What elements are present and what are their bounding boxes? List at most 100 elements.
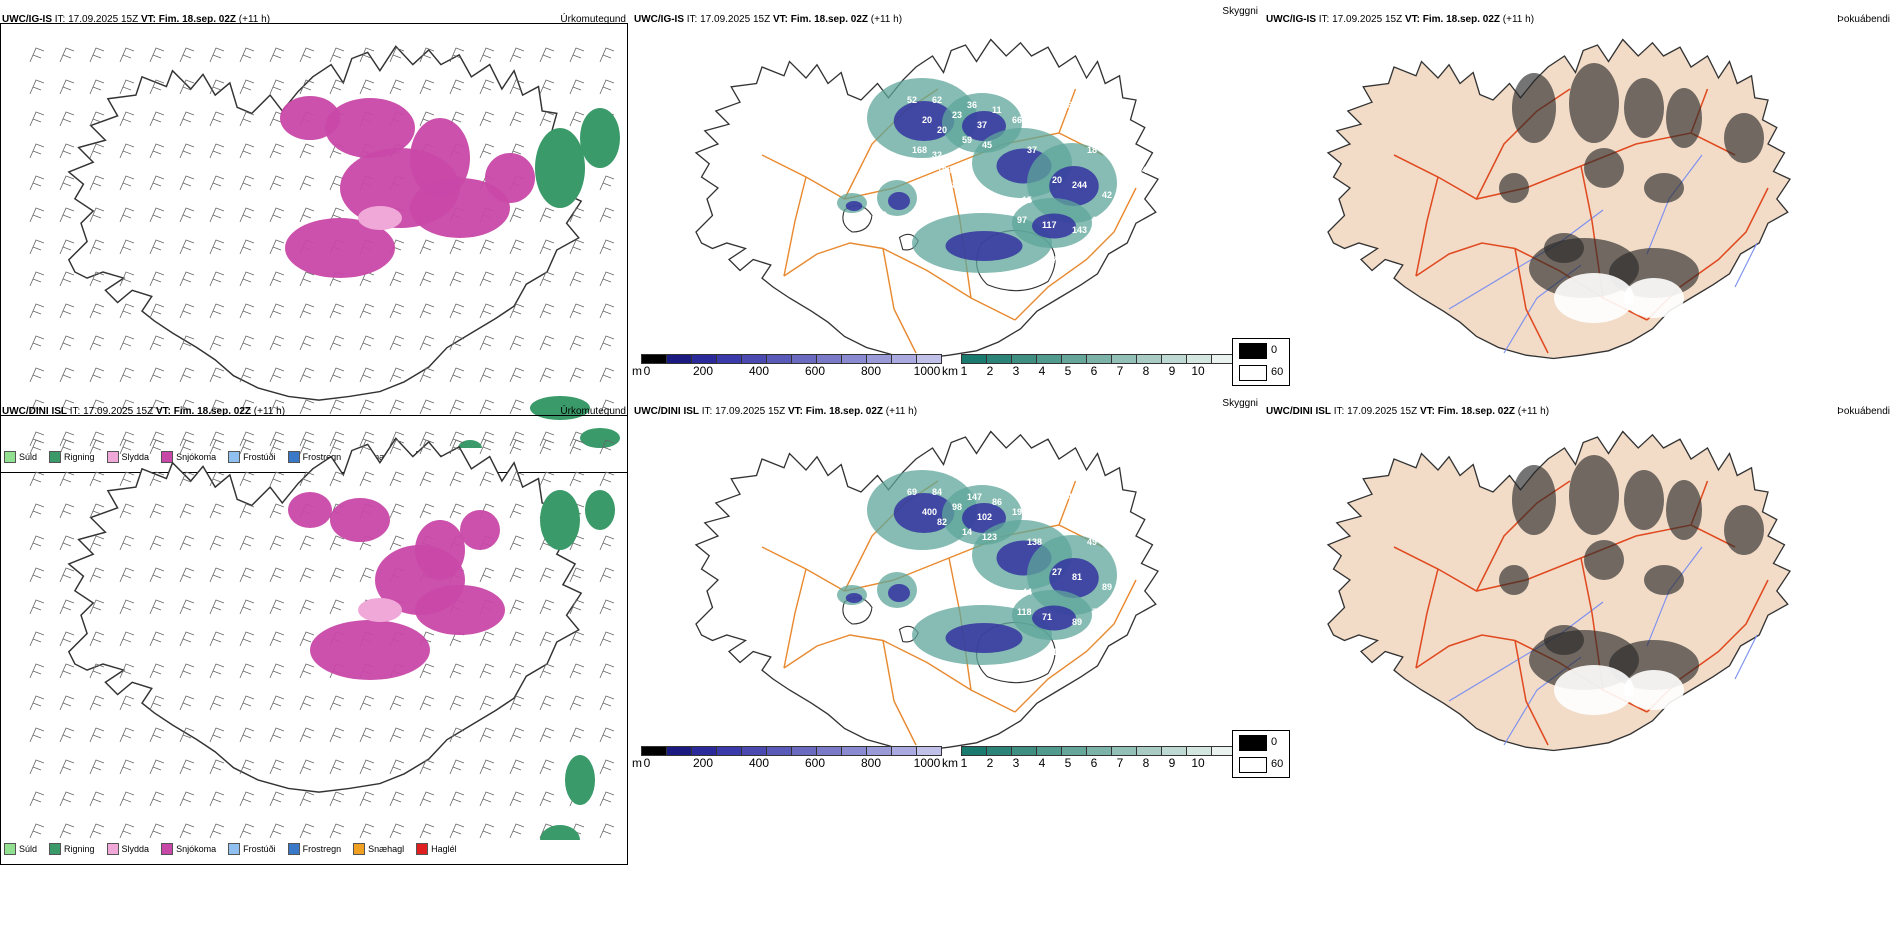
wind-barb xyxy=(299,695,315,711)
wind-barb xyxy=(59,471,75,487)
legend-item: Frostregn xyxy=(287,451,341,463)
legend-swatch xyxy=(161,451,174,463)
cloud-base-label: 127 xyxy=(1097,120,1112,130)
wind-barb xyxy=(299,439,315,455)
wind-barb xyxy=(299,47,315,63)
precip-type-panel: UWC/DINI ISL IT: 17.09.2025 15Z VT: Fim.… xyxy=(0,400,630,870)
wind-barb xyxy=(359,759,375,775)
wind-barb xyxy=(89,439,105,455)
wind-barb xyxy=(239,399,255,415)
fog-key-swatch xyxy=(1239,735,1267,751)
wind-barb xyxy=(89,599,105,615)
colorbar-tick: 0 xyxy=(643,364,651,378)
legend-item: Frostregn xyxy=(287,843,341,855)
legend-item: Snjókoma xyxy=(161,843,216,855)
colorbar-cell xyxy=(1136,746,1162,756)
wind-barb xyxy=(89,207,105,223)
wind-barb xyxy=(179,399,195,415)
wind-barb xyxy=(479,631,495,647)
wind-barb xyxy=(209,663,225,679)
model-name: UWC/IG-IS xyxy=(1266,14,1316,25)
wind-barb xyxy=(329,175,345,191)
init-time: IT: 17.09.2025 15Z xyxy=(701,406,786,417)
cloud-base-label: 57 xyxy=(1132,557,1142,567)
wind-barb xyxy=(419,695,435,711)
wind-barb xyxy=(419,503,435,519)
wind-barb xyxy=(269,599,285,615)
wind-barb xyxy=(539,727,555,743)
init-time: IT: 17.09.2025 15Z xyxy=(1333,406,1418,417)
fog-area xyxy=(1644,173,1684,203)
colorbar-cell xyxy=(766,354,792,364)
wind-barb xyxy=(119,759,135,775)
snow-area xyxy=(415,585,505,635)
wind-barb xyxy=(119,303,135,319)
wind-barb xyxy=(599,79,615,95)
glacier-area xyxy=(1554,665,1634,715)
colorbar-cell xyxy=(916,746,942,756)
wind-barb xyxy=(179,759,195,775)
wind-barb xyxy=(389,695,405,711)
wind-barb xyxy=(479,111,495,127)
colorbar-tick: 1000 xyxy=(913,364,941,378)
wind-barb xyxy=(239,535,255,551)
cloud-base-label: 77 xyxy=(1092,607,1102,617)
wind-barb xyxy=(29,759,45,775)
colorbar-cell xyxy=(791,354,817,364)
wind-barb xyxy=(599,175,615,191)
fog-key-swatch xyxy=(1239,757,1267,773)
wind-barb xyxy=(509,79,525,95)
fog-area xyxy=(1666,88,1702,148)
cloud-base-label: 94 xyxy=(922,597,932,607)
cloud-base-label: 28 xyxy=(947,180,957,190)
wind-barb xyxy=(149,207,165,223)
wind-barb xyxy=(329,79,345,95)
valid-time-label: VT: xyxy=(772,14,788,25)
wind-barb xyxy=(509,207,525,223)
wind-barb xyxy=(179,207,195,223)
wind-barb xyxy=(179,335,195,351)
wind-barb xyxy=(29,695,45,711)
run-header: UWC/DINI ISL IT: 17.09.2025 15Z VT: Fim.… xyxy=(2,406,285,418)
wind-barb xyxy=(239,175,255,191)
init-time: IT: 17.09.2025 15Z xyxy=(686,14,771,25)
colorbar-cell xyxy=(1086,746,1112,756)
wind-barb xyxy=(59,239,75,255)
cloud-base-area xyxy=(1049,558,1099,598)
wind-barb xyxy=(599,791,615,807)
road-line xyxy=(1014,579,1137,713)
panel-title: Þokuábendi xyxy=(1837,406,1890,417)
wind-barb xyxy=(59,567,75,583)
wind-barb xyxy=(209,503,225,519)
fog-area xyxy=(1724,113,1764,163)
wind-barb xyxy=(299,143,315,159)
wind-barb xyxy=(209,303,225,319)
wind-barb xyxy=(29,143,45,159)
legend-label: Snjókoma xyxy=(176,844,217,854)
colorbar-cell xyxy=(916,354,942,364)
legend-label: Frostúði xyxy=(243,844,276,854)
wind-barb xyxy=(269,175,285,191)
colorbar-tick: 7 xyxy=(1116,756,1124,770)
wind-barb xyxy=(389,823,405,839)
colorbar-cell xyxy=(1186,746,1212,756)
colorbar-tick: 4 xyxy=(1038,756,1046,770)
wind-barb xyxy=(239,695,255,711)
wind-barb xyxy=(599,599,615,615)
wind-barb xyxy=(29,599,45,615)
wind-barb xyxy=(479,47,495,63)
colorbar-unit: km xyxy=(942,756,958,770)
cloud-base-area xyxy=(845,201,863,211)
wind-barb xyxy=(209,759,225,775)
wind-barb xyxy=(269,471,285,487)
colorbar-cell xyxy=(1136,354,1162,364)
wind-barb xyxy=(239,143,255,159)
wind-barb xyxy=(389,79,405,95)
rain-area xyxy=(535,128,585,208)
snow-area xyxy=(330,498,390,542)
fog-area xyxy=(1569,63,1619,143)
legend-item: Slydda xyxy=(106,451,149,463)
wind-barb xyxy=(479,399,495,415)
colorbar-cells xyxy=(641,746,942,756)
fog-key-swatch xyxy=(1239,365,1267,381)
